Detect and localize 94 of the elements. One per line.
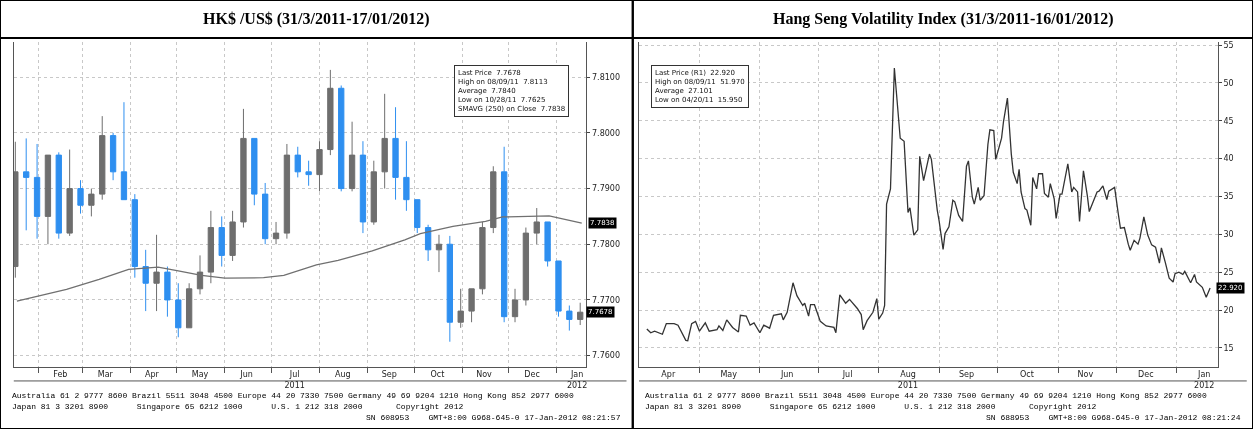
candlestick: [522, 227, 530, 307]
candlestick: [457, 288, 464, 329]
y-tick-label: 25: [1223, 267, 1234, 277]
x-tick-label: Aug: [334, 370, 351, 380]
candlestick: [555, 260, 562, 318]
x-tick-label: Dec: [1138, 370, 1154, 380]
x-tick-label: Feb: [53, 370, 68, 380]
candlestick: [468, 288, 475, 323]
x-tick-label: Aug 2011: [897, 370, 919, 390]
candlestick: [13, 141, 19, 279]
y-tick-label: 50: [1223, 78, 1234, 88]
candlestick: [218, 215, 225, 268]
line-series: [646, 67, 1211, 342]
text: Australia 61 2 9777 8600 Brazil 5511 3048 4500 Europe 44 20 7330 7500 Germany 49 69 9204 1210 Hong Kong 852 2977 6000: [645, 391, 1207, 400]
candlestick: [240, 108, 247, 229]
y-tick-label: 15: [1223, 343, 1234, 353]
text: Japan 81 3 3201 8900 Singapore 65 6212 1000 U.S. 1 212 318 2000 Copyright 2012: [645, 402, 1097, 411]
candlestick: [272, 221, 280, 245]
chart-title: Hang Seng Volatility Index (31/3/2011-16/01/2012): [773, 10, 1114, 28]
candlestick: [44, 154, 52, 245]
x-tick-label: Nov: [476, 370, 493, 380]
candlestick: [251, 137, 258, 206]
candlestick: [131, 193, 138, 279]
candlestick: [392, 106, 399, 201]
candlestick: [77, 179, 84, 215]
candlestick: [414, 199, 421, 234]
candlestick: [33, 143, 41, 240]
candlestick: [479, 221, 486, 295]
y-tick-label: 7.8100: [592, 72, 620, 82]
text: Australia 61 2 9777 8600 Brazil 5511 3048 4500 Europe 44 20 7330 7500 Germany 49 69 9204 1210 Hong Kong 852 2977 6000: [12, 391, 574, 400]
candlestick: [359, 140, 367, 234]
x-tick-label: Dec: [524, 370, 540, 380]
candlestick: [88, 188, 95, 217]
y-tick-label: 30: [1223, 230, 1234, 240]
candlestick: [348, 121, 356, 192]
candlestick: [544, 221, 551, 268]
candlestick: [164, 266, 171, 318]
candlestick: [327, 69, 334, 156]
y-tick-label: 7.8000: [592, 128, 620, 138]
text: SN 608953 GMT+8:00 G968-645-0 17-Jan-2012 08:21:57: [366, 413, 621, 422]
candlestick: [370, 160, 377, 226]
y-tick-label: 7.7700: [592, 295, 620, 305]
text: SN 688953 GMT+8:00 G968-645-0 17-Jan-2012 08:21:24: [986, 413, 1241, 422]
x-tick-label: Jul: [841, 370, 853, 380]
candlestick: [294, 146, 301, 178]
x-tick-label: Jun: [239, 370, 253, 380]
candlestick: [316, 140, 323, 192]
y-tick-label: 35: [1223, 192, 1234, 202]
x-tick-label: Jun: [779, 370, 794, 380]
candlestick: [99, 115, 106, 201]
candlestick: [566, 305, 573, 332]
x-tick-label: Sep: [381, 370, 397, 380]
y-tick-label: 20: [1223, 305, 1234, 315]
candlestick: [500, 146, 508, 323]
candlestick: [435, 234, 443, 273]
chart-title: HK$ /US$ (31/3/2011-17/01/2012): [203, 10, 430, 28]
y-tick-label: 7.7900: [592, 184, 620, 194]
x-tick-label: May: [191, 370, 209, 380]
x-tick-label: Mar: [97, 370, 114, 380]
y-tick-label: 55: [1223, 40, 1234, 50]
candlestick: [120, 101, 128, 201]
candlestick: [109, 132, 117, 181]
x-tick-label: Oct: [1019, 370, 1034, 380]
x-tick-label: Jan 2012: [1194, 370, 1215, 390]
candlestick: [185, 282, 193, 329]
candlestick: [229, 210, 236, 262]
x-tick-label: Sep: [958, 370, 975, 380]
x-tick-label: Oct: [430, 370, 445, 380]
text: Japan 81 3 3201 8900 Singapore 65 6212 1000 U.S. 1 212 318 2000 Copyright 2012: [12, 402, 464, 411]
y-tick-label: 7.7800: [592, 240, 620, 250]
candlestick: [446, 235, 453, 343]
candlestick: [262, 182, 269, 245]
candlestick: [66, 149, 73, 237]
candlestick: [175, 282, 182, 338]
y-tick-label: 40: [1223, 154, 1234, 164]
y-tick-label: 45: [1223, 116, 1234, 126]
x-tick-label: Apr: [144, 370, 160, 380]
x-tick-label: Jul 2011: [284, 370, 305, 390]
candlestick: [338, 84, 345, 192]
x-tick-label: Apr: [661, 370, 676, 380]
candlestick: [196, 254, 204, 295]
candlestick: [424, 224, 432, 262]
candlestick: [511, 288, 519, 323]
x-tick-label: May: [720, 370, 738, 380]
y-tick-label: 7.7600: [592, 351, 620, 361]
candlestick: [55, 151, 62, 240]
x-tick-label: Jan 2012: [566, 370, 588, 390]
x-tick-label: Nov: [1077, 370, 1094, 380]
candlestick: [305, 160, 312, 187]
candlestick: [577, 302, 584, 326]
candlestick: [283, 143, 291, 240]
candlestick: [23, 137, 30, 231]
candlestick: [403, 140, 410, 212]
candlestick: [381, 93, 388, 190]
